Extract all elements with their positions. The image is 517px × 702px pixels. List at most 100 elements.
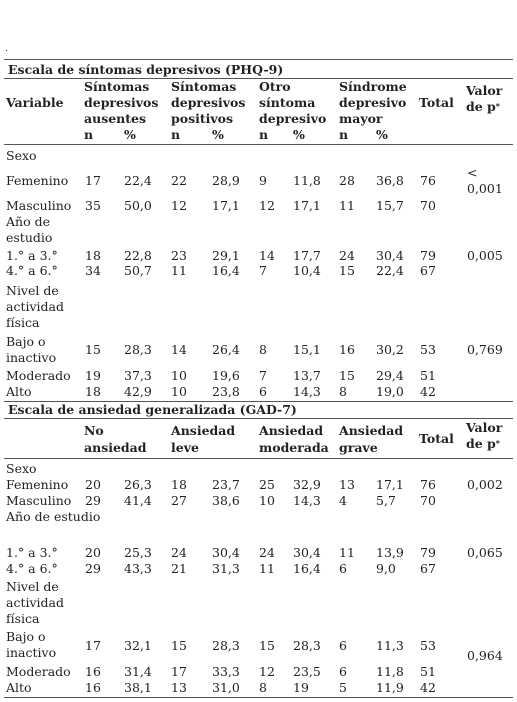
cell: 26,3 [124, 477, 152, 492]
cell: 8 [259, 342, 267, 357]
row-label: Masculino [6, 198, 72, 213]
phq-title-rule [4, 78, 513, 79]
row-label: Masculino [6, 493, 72, 508]
phq-pvalue-text: Valor de p [466, 83, 503, 114]
cell: 16 [85, 680, 101, 695]
cell: 11 [339, 545, 355, 560]
cell: 27 [171, 493, 187, 508]
gad-g1-h2: ansiedad [84, 440, 147, 455]
total-cell: 53 [420, 342, 436, 357]
cell: 13,7 [293, 368, 321, 383]
phq-g3-h3: depresivo [259, 111, 327, 126]
row-label: 1.° a 3.° [6, 545, 58, 560]
cell: 15 [85, 342, 101, 357]
total-cell: 67 [420, 561, 436, 576]
total-cell: 79 [420, 248, 436, 263]
row-label: 4.° a 6.° [6, 561, 58, 576]
cell: 20 [85, 477, 101, 492]
section-label: Año de estudio [6, 509, 101, 524]
gad-g4-h1: Ansiedad [339, 423, 404, 438]
cell: 43,3 [124, 561, 152, 576]
cell: 23,8 [212, 384, 240, 399]
cell: 21 [171, 561, 187, 576]
cell: 7 [259, 263, 267, 278]
phq-g1-h3: ausentes [84, 111, 147, 126]
section-label: Sexo [6, 461, 37, 476]
phq-pct-header: % [376, 127, 388, 142]
gad-total-header: Total [419, 431, 454, 446]
phq-g4-h3: mayor [339, 111, 383, 126]
phq-g4-h2: depresivo [339, 95, 407, 110]
total-cell: 70 [420, 198, 436, 213]
total-cell: 70 [420, 493, 436, 508]
gad-pvalue-text: Valor de p [466, 420, 503, 451]
cell: 15 [171, 638, 187, 653]
cell: 15 [339, 263, 355, 278]
cell: 7 [259, 368, 267, 383]
phq-variable-header: Variable [6, 95, 64, 110]
cell: 17,1 [376, 477, 404, 492]
cell: 12 [259, 664, 275, 679]
cell: 11,8 [376, 664, 404, 679]
cell: 19,6 [212, 368, 240, 383]
row-label: Alto [6, 680, 32, 695]
phq-pct-header: % [212, 127, 224, 142]
cell: 22,4 [124, 173, 152, 188]
gad-header-rule [4, 458, 513, 459]
cell: 13,9 [376, 545, 404, 560]
phq-g3-h2: síntoma [259, 95, 316, 110]
cell: 8 [339, 384, 347, 399]
p-value-cell: 0,964 [467, 648, 503, 663]
gad-g1-h1: No [84, 423, 104, 438]
cell: 29 [85, 493, 101, 508]
cell: 26,4 [212, 342, 240, 357]
phq-n-header: n [171, 127, 181, 142]
cell: 17 [85, 638, 101, 653]
row-label: Moderado [6, 664, 71, 679]
cell: 19,0 [376, 384, 404, 399]
cell: 38,6 [212, 493, 240, 508]
phq-g4-h1: Síndrome [339, 79, 407, 94]
cell: 14,3 [293, 384, 321, 399]
cell: 10 [171, 368, 187, 383]
cell: 32,1 [124, 638, 152, 653]
gad-pvalue-star: * [495, 438, 500, 448]
cell: 25 [259, 477, 275, 492]
cell: 42,9 [124, 384, 152, 399]
cell: 38,1 [124, 680, 152, 695]
cell: 30,4 [212, 545, 240, 560]
row-label: 1.° a 3.° [6, 248, 58, 263]
gad-g4-h2: grave [339, 440, 378, 455]
cell: 33,3 [212, 664, 240, 679]
cell: 22 [171, 173, 187, 188]
gad-g3-h2: moderada [259, 440, 329, 455]
cell: 10 [171, 384, 187, 399]
total-cell: 42 [420, 384, 436, 399]
cell: 17,1 [212, 198, 240, 213]
cell: 9,0 [376, 561, 396, 576]
cell: 5,7 [376, 493, 396, 508]
cell: 11 [339, 198, 355, 213]
row-label: Alto [6, 384, 32, 399]
phq-g1-h1: Síntomas [84, 79, 150, 94]
total-cell: 53 [420, 638, 436, 653]
cell: 28,3 [212, 638, 240, 653]
cell: 17 [85, 173, 101, 188]
cell: 6 [339, 561, 347, 576]
phq-n-header: n [259, 127, 269, 142]
cell: 34 [85, 263, 101, 278]
cell: 24 [171, 545, 187, 560]
cell: 18 [85, 384, 101, 399]
cell: 30,4 [376, 248, 404, 263]
cell: 6 [339, 664, 347, 679]
bottom-rule [4, 697, 513, 698]
cell: 37,3 [124, 368, 152, 383]
total-cell: 67 [420, 263, 436, 278]
cell: 15 [259, 638, 275, 653]
cell: 14,3 [293, 493, 321, 508]
cell: 24 [259, 545, 275, 560]
phq-bottom-rule [4, 401, 513, 402]
total-cell: 76 [420, 477, 436, 492]
cell: 23 [171, 248, 187, 263]
p-value-cell: 0,065 [467, 545, 503, 560]
